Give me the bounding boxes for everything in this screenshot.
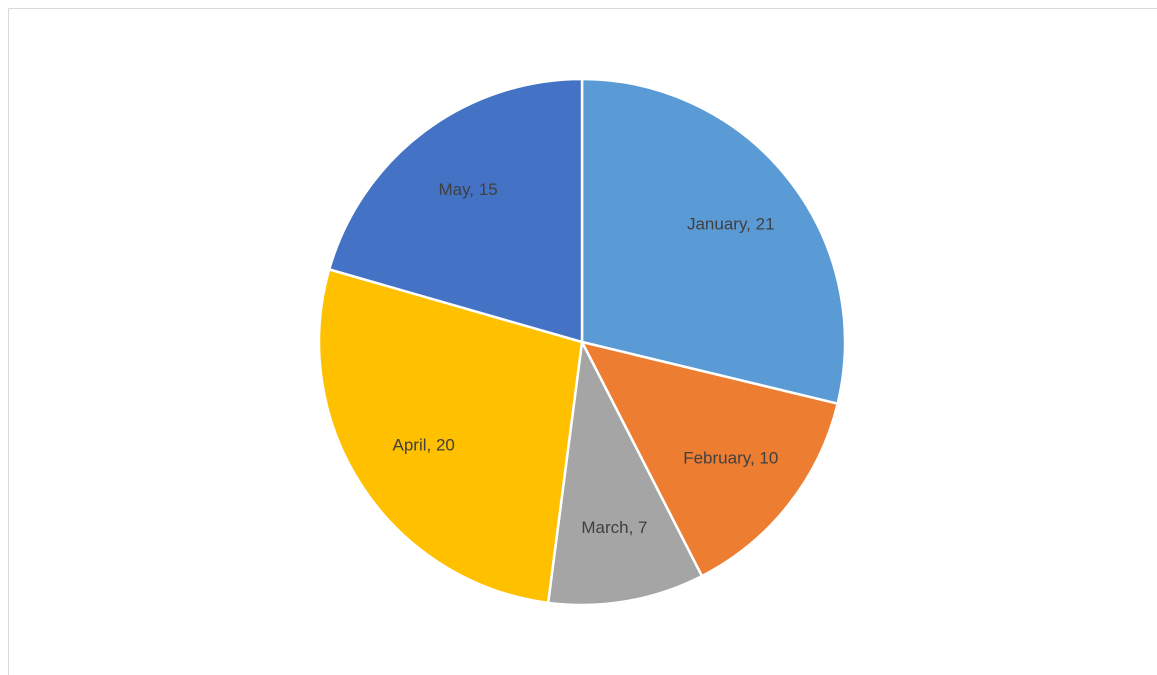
pie-slice [317,268,584,605]
pie [317,77,847,607]
data-label: April, 20 [393,435,455,454]
pie-slice [546,340,704,607]
pie-slice [580,77,847,405]
data-labels: January, 21 February, 10 March, 7 April, 20… [393,180,779,537]
data-label: January, 21 [687,214,775,233]
pie-slice [580,340,839,578]
data-label: February, 10 [683,449,778,468]
pie-slice [327,77,584,344]
data-label: May, 15 [438,180,497,199]
data-label: March, 7 [581,518,647,537]
